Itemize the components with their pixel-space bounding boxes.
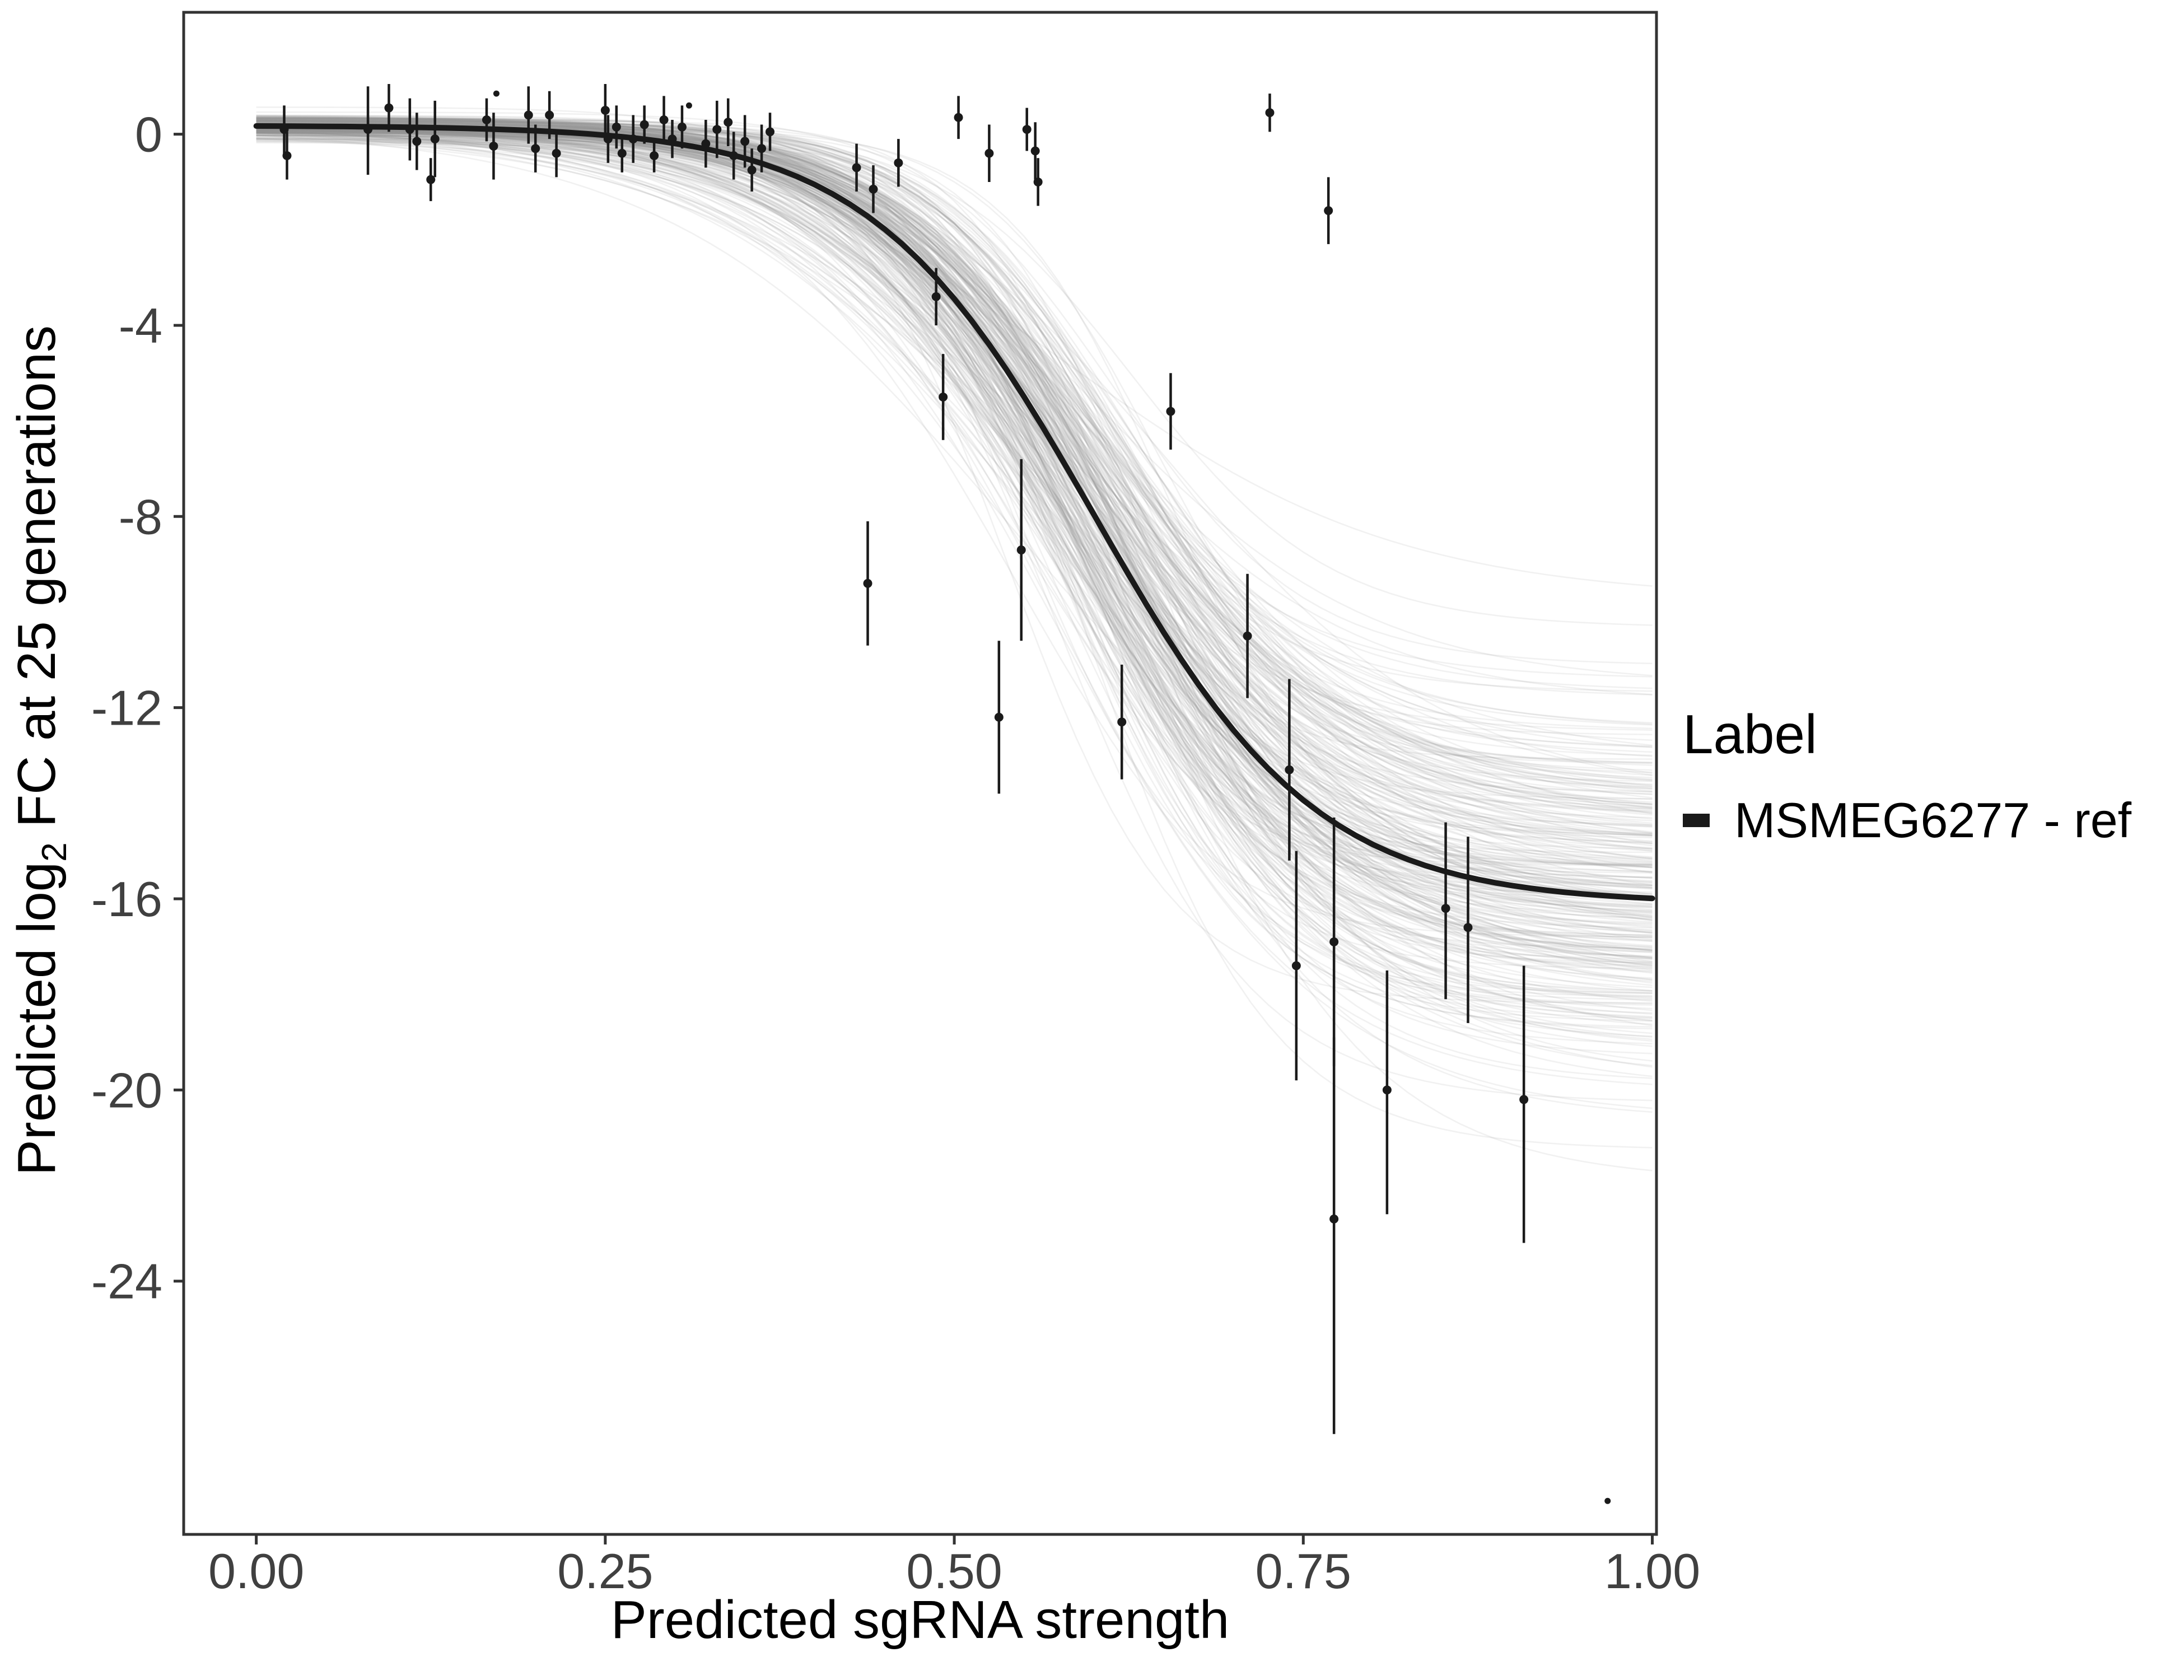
- x-tick-label: 1.00: [1604, 1543, 1700, 1599]
- y-tick-label: -16: [91, 871, 162, 927]
- data-point: [729, 151, 739, 161]
- data-point: [685, 102, 692, 109]
- data-point: [1604, 1497, 1611, 1504]
- y-tick-label: -12: [91, 680, 162, 736]
- y-tick-label: -20: [91, 1062, 162, 1118]
- data-point: [931, 292, 941, 301]
- data-point: [740, 137, 750, 146]
- data-point: [363, 125, 373, 134]
- legend-title: Label: [1683, 703, 1817, 765]
- x-tick-label: 0.25: [557, 1543, 653, 1599]
- data-point: [282, 151, 292, 161]
- data-point: [1329, 1214, 1339, 1224]
- y-axis-title-subscript: 2: [35, 842, 74, 862]
- data-point: [1441, 904, 1450, 913]
- data-point: [650, 151, 659, 161]
- data-point: [1243, 631, 1252, 641]
- data-point: [747, 165, 757, 175]
- data-point: [1324, 206, 1333, 216]
- posterior-curves: [256, 106, 1653, 1172]
- x-tick-label: 0.50: [906, 1543, 1002, 1599]
- y-tick-label: 0: [135, 107, 162, 162]
- data-point: [939, 392, 948, 402]
- data-point: [712, 125, 722, 134]
- x-tick-label: 0.75: [1256, 1543, 1351, 1599]
- y-axis-title-pre: Predicted log: [6, 861, 67, 1176]
- data-points: [279, 84, 1611, 1504]
- data-point: [1033, 177, 1043, 186]
- data-point: [552, 148, 561, 158]
- data-point: [493, 90, 500, 97]
- data-point: [531, 144, 540, 153]
- data-point: [617, 148, 627, 158]
- data-point: [894, 158, 903, 167]
- data-point: [1463, 923, 1473, 932]
- y-tick-label: -4: [119, 298, 162, 353]
- data-point: [1022, 125, 1032, 134]
- data-point: [1117, 717, 1127, 727]
- legend: Label MSMEG6277 - ref: [1683, 703, 2131, 849]
- y-tick-label: -24: [91, 1254, 162, 1309]
- legend-key-swatch: [1683, 814, 1710, 827]
- x-axis: 0.00 0.25 0.50 0.75 1.00: [208, 1534, 1700, 1599]
- data-point: [1291, 961, 1301, 970]
- data-point: [384, 103, 394, 113]
- data-point: [545, 110, 554, 120]
- data-point: [984, 148, 994, 158]
- data-point: [600, 105, 610, 115]
- data-point: [1329, 937, 1339, 946]
- data-point: [628, 134, 638, 144]
- data-point: [279, 125, 289, 134]
- data-point: [524, 110, 533, 120]
- x-axis-title: Predicted sgRNA strength: [610, 1590, 1230, 1650]
- fit-curve: [253, 123, 1655, 902]
- data-point: [1519, 1095, 1529, 1104]
- legend-entry: MSMEG6277 - ref: [1683, 792, 2131, 849]
- data-point: [482, 115, 491, 125]
- data-point: [489, 141, 498, 151]
- data-point: [701, 139, 711, 148]
- data-point: [869, 184, 878, 194]
- data-point: [426, 175, 436, 184]
- data-point: [659, 115, 669, 125]
- data-point: [1285, 765, 1294, 774]
- data-point: [863, 578, 872, 588]
- data-point: [1382, 1085, 1392, 1095]
- y-axis-title: Predicted log2 FC at 25 generations: [6, 325, 74, 1175]
- data-point: [1030, 146, 1040, 156]
- panel-border: [182, 11, 1658, 1536]
- y-axis: 0 -4 -8 -12 -16 -20 -24: [91, 107, 184, 1309]
- data-point: [430, 134, 440, 144]
- data-point: [954, 113, 963, 122]
- data-point: [852, 163, 861, 172]
- data-point: [603, 134, 613, 144]
- legend-entry-label: MSMEG6277 - ref: [1734, 792, 2132, 848]
- data-point: [1265, 108, 1275, 118]
- y-axis-title-post: FC at 25 generations: [6, 325, 67, 843]
- data-point: [766, 127, 775, 137]
- data-point: [1016, 545, 1026, 555]
- data-point: [405, 125, 414, 134]
- data-point: [1166, 407, 1175, 416]
- y-tick-label: -8: [119, 489, 162, 544]
- data-point: [612, 122, 621, 132]
- data-point: [757, 144, 767, 153]
- data-point: [724, 118, 733, 127]
- x-tick-label: 0.00: [208, 1543, 304, 1599]
- data-point: [412, 137, 422, 146]
- data-point: [677, 122, 687, 132]
- data-point: [668, 134, 677, 144]
- data-point: [640, 120, 649, 129]
- data-point: [994, 712, 1004, 722]
